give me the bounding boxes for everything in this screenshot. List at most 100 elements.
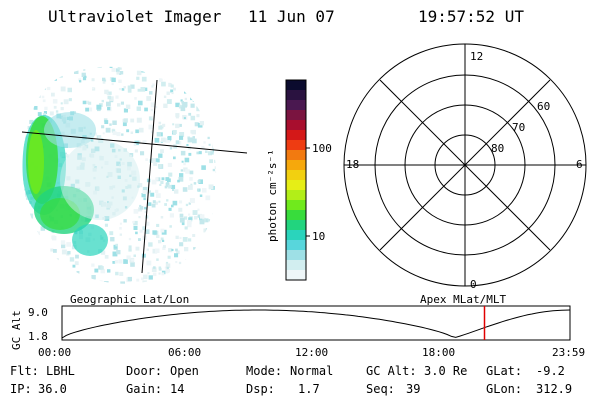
speckle bbox=[110, 237, 115, 242]
speckle bbox=[34, 284, 37, 287]
speckle bbox=[22, 109, 24, 112]
speckle bbox=[192, 136, 195, 139]
speckle bbox=[168, 184, 172, 189]
speckle bbox=[160, 125, 164, 129]
timeline-frame bbox=[61, 305, 571, 341]
speckle bbox=[208, 143, 211, 146]
speckle bbox=[27, 252, 32, 257]
speckle bbox=[82, 100, 87, 105]
speckle bbox=[36, 82, 39, 85]
timeline-xtick-3: 18:00 bbox=[422, 346, 455, 359]
speckle bbox=[56, 258, 59, 261]
speckle bbox=[214, 166, 217, 170]
mlt-label-12: 12 bbox=[470, 50, 483, 63]
speckle bbox=[148, 116, 153, 121]
speckle bbox=[61, 243, 66, 249]
speckle bbox=[42, 113, 46, 117]
speckle bbox=[202, 287, 205, 290]
timeline-xtick-0: 00:00 bbox=[38, 346, 71, 359]
speckle bbox=[188, 213, 191, 216]
dsp-key: Dsp: bbox=[246, 382, 275, 396]
time-label: 19:57:52 UT bbox=[418, 7, 524, 26]
speckle bbox=[138, 100, 143, 106]
speckle bbox=[207, 280, 213, 284]
gc-alt-value: 3.0 Re bbox=[424, 364, 467, 378]
speckle bbox=[22, 269, 24, 273]
speckle bbox=[184, 97, 187, 101]
colorbar-unit: photon cm⁻²s⁻¹ bbox=[266, 149, 279, 242]
door-key: Door: bbox=[126, 364, 162, 378]
speckle bbox=[212, 278, 216, 282]
colorbar-gradient bbox=[286, 80, 306, 281]
speckle bbox=[157, 61, 162, 66]
speckle bbox=[218, 255, 220, 257]
speckle bbox=[201, 165, 206, 170]
speckle bbox=[25, 68, 29, 73]
speckle bbox=[65, 154, 69, 158]
speckle bbox=[88, 101, 92, 105]
speckle bbox=[116, 132, 121, 137]
speckle bbox=[25, 197, 29, 200]
colorbar-cell bbox=[286, 200, 306, 211]
speckle bbox=[43, 86, 47, 90]
speckle bbox=[208, 184, 214, 190]
speckle bbox=[165, 261, 169, 265]
speckle bbox=[110, 286, 113, 289]
speckle bbox=[138, 127, 144, 133]
speckle bbox=[74, 261, 78, 264]
speckle bbox=[157, 164, 162, 168]
speckle bbox=[217, 276, 221, 280]
speckle bbox=[47, 258, 51, 262]
speckle bbox=[155, 158, 160, 163]
timeline-xtick-1: 06:00 bbox=[168, 346, 201, 359]
speckle bbox=[48, 268, 53, 272]
speckle bbox=[209, 247, 212, 250]
mode-value: Normal bbox=[290, 364, 333, 378]
speckle bbox=[60, 102, 63, 105]
speckle bbox=[150, 130, 154, 134]
speckle bbox=[166, 99, 172, 104]
speckle bbox=[165, 138, 170, 143]
speckle bbox=[153, 266, 156, 269]
speckle bbox=[39, 61, 42, 64]
speckle bbox=[92, 284, 96, 288]
speckle bbox=[212, 244, 217, 249]
colorbar-cell bbox=[286, 190, 306, 201]
speckle bbox=[207, 285, 211, 289]
speckle bbox=[119, 222, 122, 225]
colorbar-cell bbox=[286, 150, 306, 161]
speckle bbox=[35, 60, 39, 64]
speckle bbox=[150, 192, 155, 197]
speckle bbox=[133, 209, 139, 214]
speckle bbox=[146, 260, 152, 266]
speckle bbox=[158, 282, 163, 284]
speckle bbox=[202, 82, 208, 88]
speckle bbox=[54, 261, 59, 267]
speckle bbox=[175, 123, 180, 129]
speckle bbox=[55, 110, 59, 113]
ip-key: IP: bbox=[10, 382, 32, 396]
speckle bbox=[214, 133, 217, 137]
speckle bbox=[66, 242, 71, 247]
speckle bbox=[54, 78, 57, 81]
speckle bbox=[24, 240, 29, 245]
speckle bbox=[136, 76, 140, 80]
speckle bbox=[193, 92, 198, 98]
speckle bbox=[174, 253, 179, 258]
speckle bbox=[155, 248, 160, 253]
title: Ultraviolet Imager bbox=[48, 7, 222, 26]
speckle bbox=[61, 249, 67, 255]
speckle bbox=[115, 271, 119, 276]
speckle bbox=[114, 260, 119, 264]
speckle bbox=[189, 275, 194, 279]
speckle bbox=[187, 222, 192, 228]
speckle bbox=[29, 228, 35, 234]
speckle bbox=[190, 95, 196, 101]
speckle bbox=[48, 289, 51, 292]
speckle bbox=[57, 282, 62, 284]
speckle bbox=[164, 203, 167, 206]
speckle bbox=[155, 177, 159, 181]
speckle bbox=[90, 139, 94, 142]
speckle bbox=[107, 269, 111, 273]
colorbar-cell bbox=[286, 120, 306, 131]
